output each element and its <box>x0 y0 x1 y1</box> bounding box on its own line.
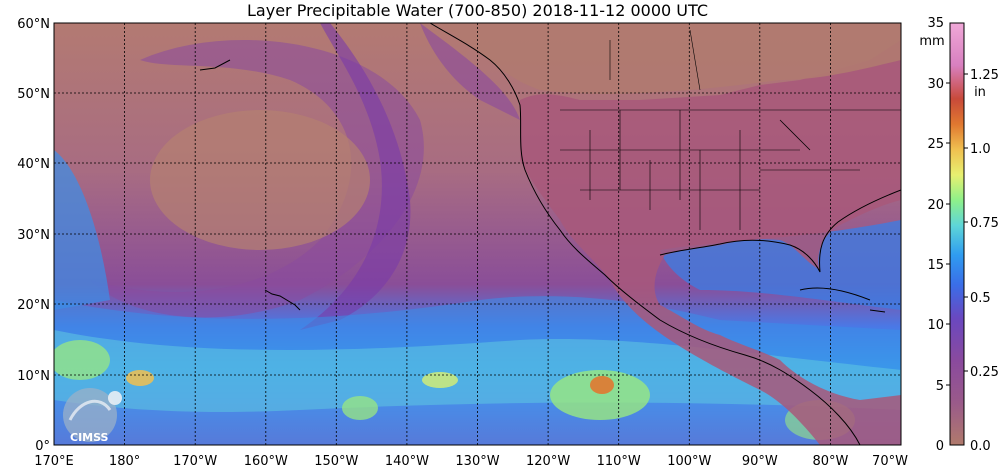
lon-label: 170°E <box>34 454 74 469</box>
lon-label: 70°W <box>872 454 908 469</box>
lon-label: 180° <box>109 454 140 469</box>
lon-label: 130°W <box>455 454 499 469</box>
colorbar-mm-tick: 0 <box>936 439 944 454</box>
latitude-axis: 60°N 50°N 40°N 30°N 20°N 10°N 0° <box>17 17 50 454</box>
lat-label: 50°N <box>17 87 50 102</box>
lon-label: 140°W <box>385 454 429 469</box>
colorbar-mm-tick: 5 <box>936 379 944 394</box>
lon-label: 160°W <box>244 454 288 469</box>
longitude-axis: 170°E 180° 170°W 160°W 150°W 140°W 130°W… <box>34 454 908 469</box>
lat-label: 0° <box>35 439 50 454</box>
lat-label: 20°N <box>17 298 50 313</box>
colorbar-in-tick: 0.75 <box>970 216 999 231</box>
colorbar-in-tick: 1.0 <box>970 142 991 157</box>
colorbar-mm-tick: 30 <box>927 77 944 92</box>
colorbar-in-tick: 0.0 <box>970 439 991 454</box>
colorbar-mm-unit: mm <box>919 34 944 49</box>
lat-label: 10°N <box>17 369 50 384</box>
map-frame <box>53 22 902 446</box>
colorbar: 35 30 25 20 15 10 5 0 mm 1.25 1.0 0.75 0… <box>919 16 999 454</box>
logo-text: CIMSS <box>70 431 109 444</box>
lon-label: 80°W <box>812 454 848 469</box>
lon-label: 100°W <box>667 454 711 469</box>
coastlines <box>199 23 901 445</box>
colorbar-mm-tick: 35 <box>927 16 944 31</box>
lat-label: 60°N <box>17 17 50 32</box>
precipitable-water-field: CIMSS <box>54 23 901 445</box>
lat-label: 30°N <box>17 228 50 243</box>
colorbar-in-tick: 0.5 <box>970 291 991 306</box>
colorbar-scale <box>949 22 965 446</box>
lon-label: 170°W <box>173 454 217 469</box>
lat-label: 40°N <box>17 157 50 172</box>
lon-label: 120°W <box>526 454 570 469</box>
colorbar-in-tick: 0.25 <box>970 365 999 380</box>
colorbar-mm-tick: 10 <box>927 318 944 333</box>
colorbar-mm-tick: 15 <box>927 258 944 273</box>
graticule <box>54 23 901 445</box>
colorbar-in-tick: 1.25 <box>970 68 999 83</box>
colorbar-mm-tick: 20 <box>927 198 944 213</box>
cimss-logo: CIMSS <box>63 388 122 444</box>
lon-label: 150°W <box>314 454 358 469</box>
colorbar-mm-tick: 25 <box>927 137 944 152</box>
map-title: Layer Precipitable Water (700-850) 2018-… <box>247 1 708 20</box>
lon-label: 90°W <box>742 454 778 469</box>
colorbar-in-unit: in <box>974 85 986 100</box>
lon-label: 110°W <box>597 454 641 469</box>
